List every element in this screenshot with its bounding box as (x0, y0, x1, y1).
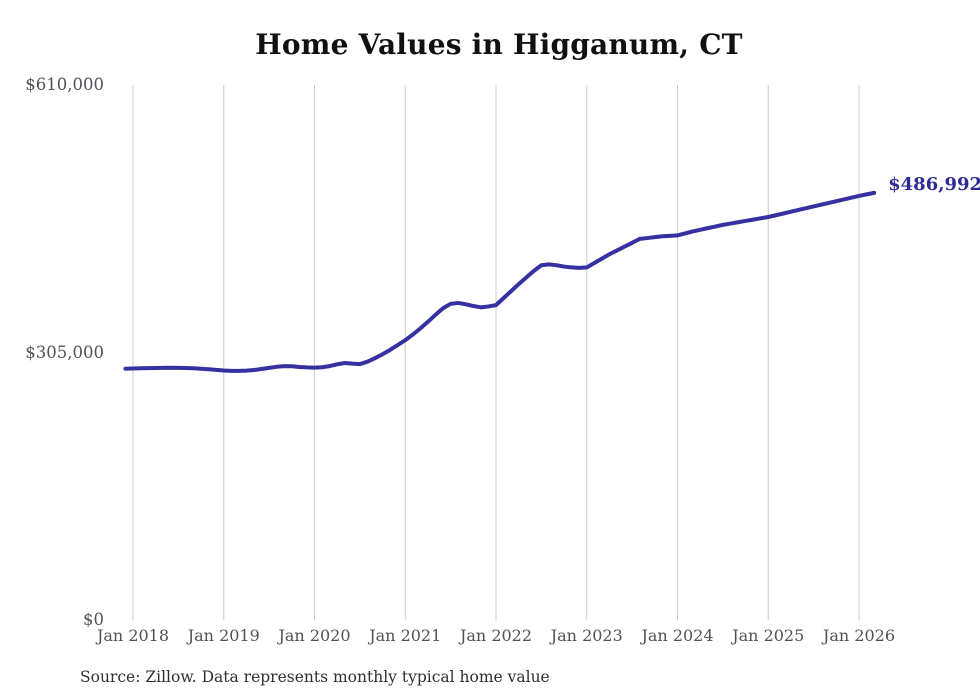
x-axis-tick-label: Jan 2020 (278, 626, 351, 645)
chart-title: Home Values in Higganum, CT (255, 28, 743, 61)
x-axis-tick-label: Jan 2022 (459, 626, 533, 645)
x-axis-tick-label: Jan 2023 (550, 626, 623, 645)
x-axis-tick-label: Jan 2025 (732, 626, 805, 645)
x-axis-tick-label: Jan 2021 (369, 626, 442, 645)
y-axis-tick-label: $305,000 (25, 342, 104, 362)
x-axis-tick-label: Jan 2019 (187, 626, 260, 645)
source-note: Source: Zillow. Data represents monthly … (80, 668, 550, 686)
latest-value-label: $486,992 (888, 173, 980, 195)
x-axis-tick-label: Jan 2026 (822, 626, 896, 645)
home-value-line (123, 190, 877, 373)
x-axis-tick-label: Jan 2018 (96, 626, 170, 645)
x-axis-tick-label: Jan 2024 (641, 626, 714, 645)
y-axis-tick-label: $0 (83, 610, 104, 629)
gridlines (132, 85, 860, 620)
y-axis-tick-label: $610,000 (25, 75, 104, 94)
